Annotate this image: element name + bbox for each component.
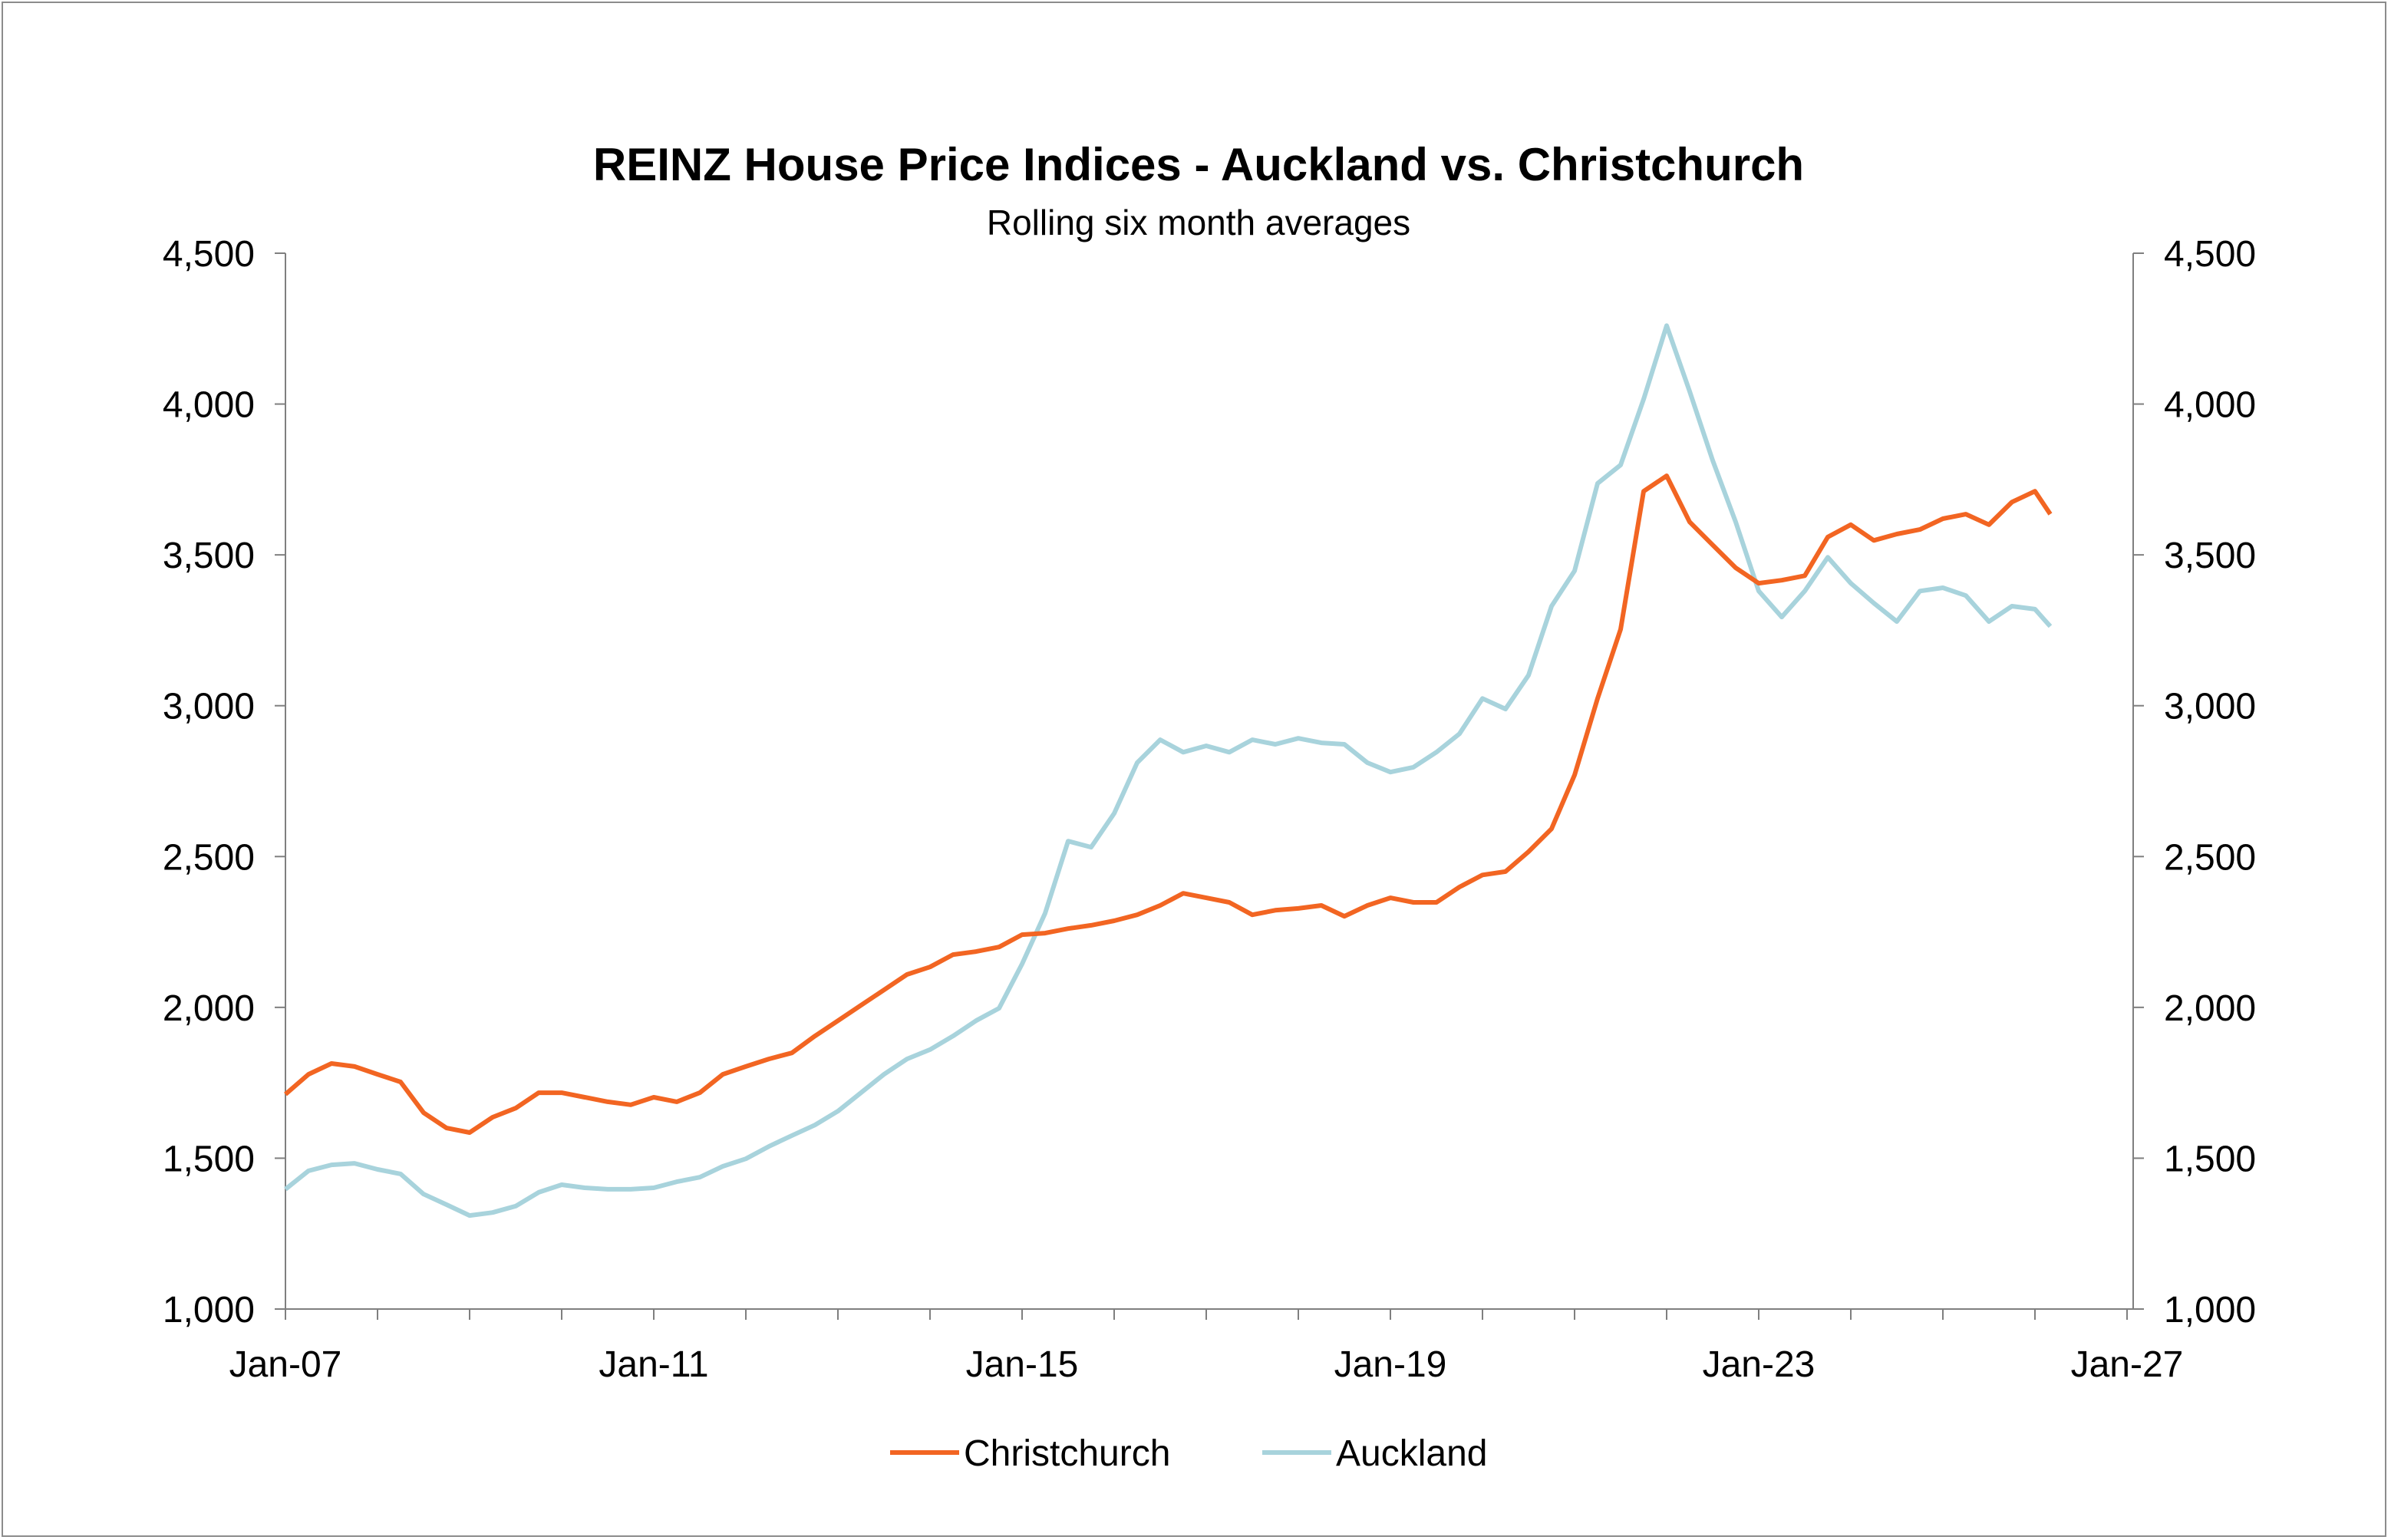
y-tick-label-right: 4,000 xyxy=(2164,385,2256,426)
x-tick-label: Jan-11 xyxy=(599,1344,708,1385)
legend-label: Auckland xyxy=(1336,1433,1487,1474)
y-tick-label-right: 1,500 xyxy=(2164,1139,2256,1179)
x-tick-label: Jan-07 xyxy=(229,1344,342,1385)
y-tick-label-left: 2,500 xyxy=(163,837,255,878)
y-tick-label-right: 2,500 xyxy=(2164,837,2256,878)
x-tick-label: Jan-19 xyxy=(1334,1344,1447,1385)
legend-item-christchurch: Christchurch xyxy=(890,1433,1170,1474)
y-tick-label-right: 1,000 xyxy=(2164,1290,2256,1331)
y-tick-label-left: 3,500 xyxy=(163,536,255,576)
legend-label: Christchurch xyxy=(964,1433,1170,1474)
x-tick-label: Jan-15 xyxy=(966,1344,1079,1385)
chart-title: REINZ House Price Indices - Auckland vs.… xyxy=(593,139,1804,190)
series-line-christchurch xyxy=(284,473,2053,1135)
y-tick-label-right: 3,500 xyxy=(2164,536,2256,576)
y-tick-label-left: 4,000 xyxy=(163,385,255,426)
x-tick-label: Jan-23 xyxy=(1703,1344,1816,1385)
y-tick-label-left: 1,000 xyxy=(163,1290,255,1331)
legend-item-auckland: Auckland xyxy=(1262,1433,1487,1474)
chart-subtitle: Rolling six month averages xyxy=(987,203,1410,242)
y-tick-label-left: 3,000 xyxy=(163,687,255,727)
y-tick-label-right: 3,000 xyxy=(2164,687,2256,727)
y-tick-label-left: 2,000 xyxy=(163,988,255,1029)
y-tick-label-left: 4,500 xyxy=(163,234,255,275)
y-tick-label-left: 1,500 xyxy=(163,1139,255,1179)
series-line-auckland xyxy=(284,323,2053,1218)
y-tick-label-right: 4,500 xyxy=(2164,234,2256,275)
y-tick-label-right: 2,000 xyxy=(2164,988,2256,1029)
x-tick-label: Jan-27 xyxy=(2071,1344,2184,1385)
